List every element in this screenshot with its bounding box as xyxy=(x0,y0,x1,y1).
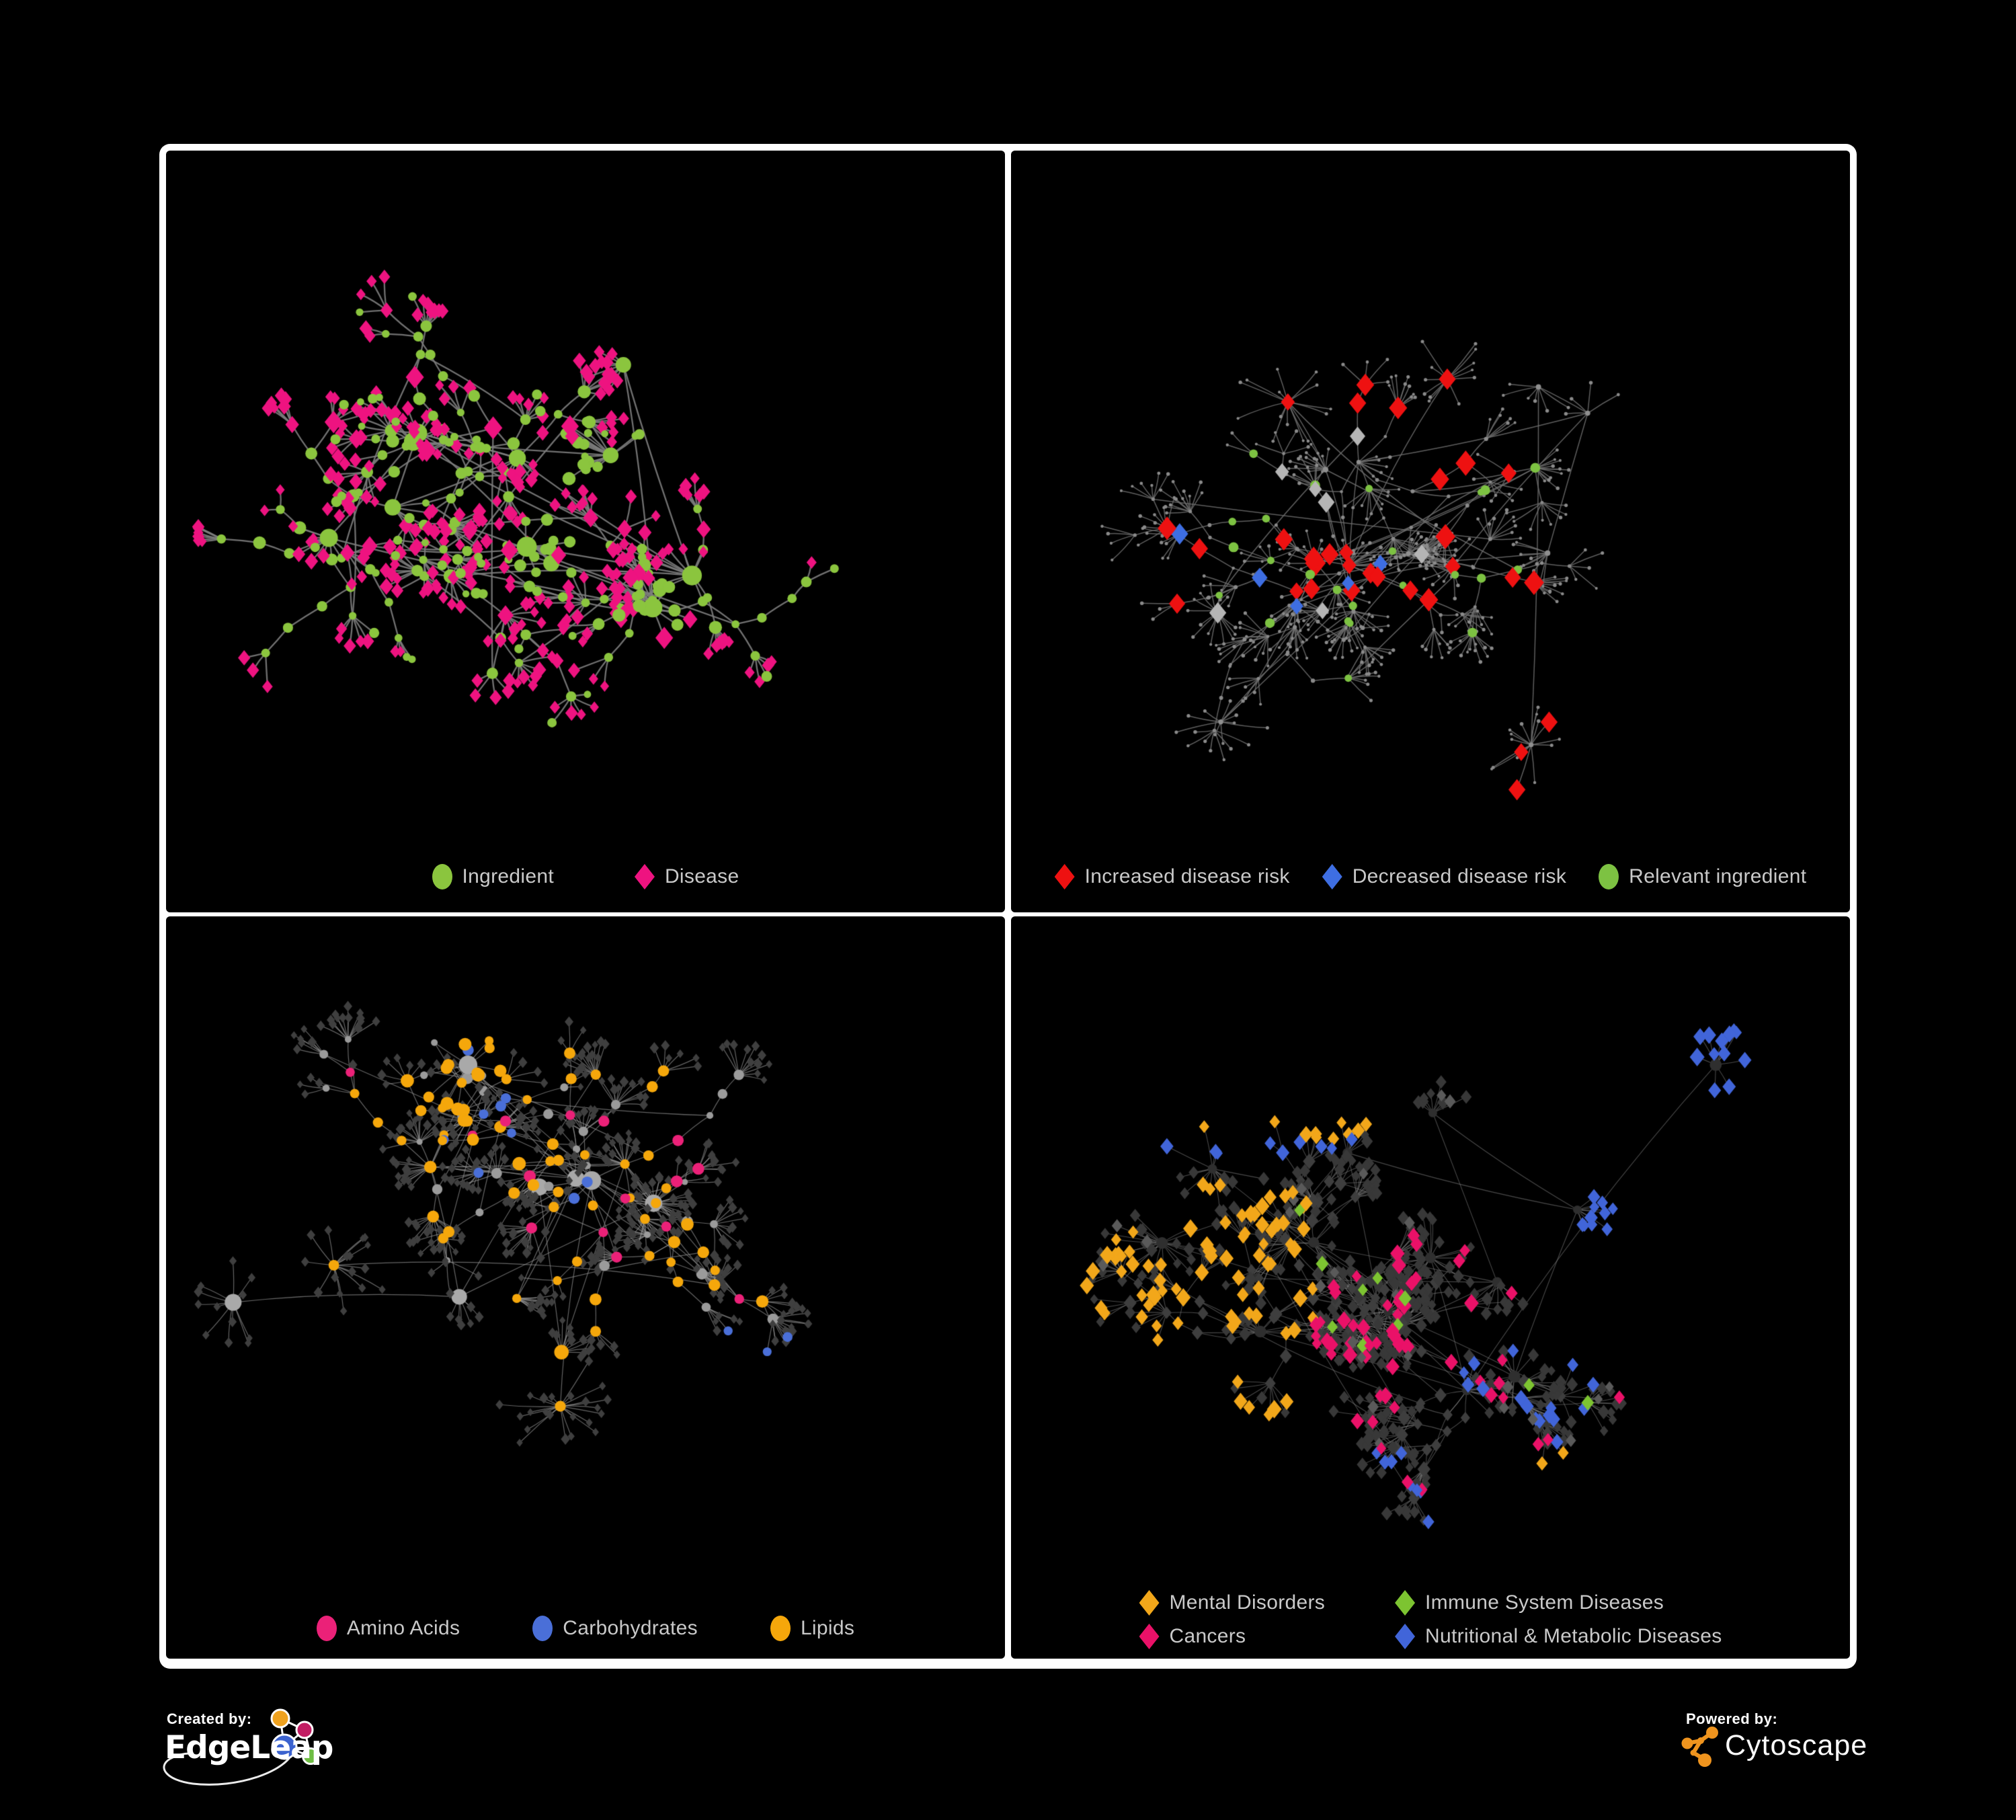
legend-label: Ingredient xyxy=(462,865,554,887)
figure-grid: Ingredient Disease Increased disease risk… xyxy=(159,144,1857,1669)
legend-item-mental-disorders: Mental Disorders xyxy=(1139,1590,1326,1616)
legend-label: Decreased disease risk xyxy=(1352,865,1567,887)
legend-label: Mental Disorders xyxy=(1169,1591,1326,1614)
legend-label: Relevant ingredient xyxy=(1629,865,1807,887)
legend-item-carbohydrates: Carbohydrates xyxy=(532,1616,698,1641)
panel-disease-class-network: Mental Disorders Immune System Diseases Ca… xyxy=(1011,916,1850,1659)
legend-label: Cancers xyxy=(1169,1625,1246,1647)
credit-edgeleap: Created by: EdgeLeap xyxy=(151,1700,366,1801)
circle-marker-icon xyxy=(316,1616,337,1641)
panel-disease-risk-network: Increased disease risk Decreased disease … xyxy=(1011,151,1850,912)
network-canvas-ingredient-disease xyxy=(166,151,1005,912)
legend-item-ingredient: Ingredient xyxy=(432,864,554,889)
cytoscape-logo-icon xyxy=(1681,1727,1718,1767)
network-canvas-disease-risk xyxy=(1011,151,1850,912)
diamond-marker-icon xyxy=(634,864,655,889)
legend-label: Carbohydrates xyxy=(563,1617,698,1639)
legend-label: Amino Acids xyxy=(346,1617,460,1639)
cytoscape-wordmark: Cytoscape xyxy=(1725,1729,1868,1762)
legend-item-amino-acids: Amino Acids xyxy=(316,1616,460,1641)
legend-label: Lipids xyxy=(800,1617,855,1639)
legend-macronutrient: Amino Acids Carbohydrates Lipids xyxy=(166,1616,1005,1641)
diamond-marker-icon xyxy=(1395,1624,1416,1649)
credit-cytoscape: Powered by: Cytoscape xyxy=(1679,1706,1988,1794)
diamond-marker-icon xyxy=(1139,1590,1160,1616)
legend-item-disease: Disease xyxy=(634,864,739,889)
legend-item-immune-system-diseases: Immune System Diseases xyxy=(1395,1590,1722,1616)
edgeleap-logo-icon xyxy=(163,1708,319,1786)
panel-ingredient-disease-network: Ingredient Disease xyxy=(166,151,1005,912)
legend-disease-risk: Increased disease risk Decreased disease … xyxy=(1011,864,1850,889)
diamond-marker-icon xyxy=(1054,864,1075,889)
legend-label: Immune System Diseases xyxy=(1425,1591,1664,1614)
panel-macronutrient-network: Amino Acids Carbohydrates Lipids xyxy=(166,916,1005,1659)
circle-marker-icon xyxy=(1599,864,1619,889)
circle-marker-icon xyxy=(770,1616,791,1641)
legend-label: Nutritional & Metabolic Diseases xyxy=(1425,1625,1722,1647)
network-canvas-disease-class xyxy=(1011,916,1850,1659)
legend-disease-class: Mental Disorders Immune System Diseases Ca… xyxy=(1011,1590,1850,1649)
legend-item-nutritional-metabolic-diseases: Nutritional & Metabolic Diseases xyxy=(1395,1624,1722,1649)
network-canvas-macronutrient xyxy=(166,916,1005,1659)
legend-ingredient-disease: Ingredient Disease xyxy=(166,864,1005,889)
diamond-marker-icon xyxy=(1139,1624,1160,1649)
legend-item-cancers: Cancers xyxy=(1139,1624,1326,1649)
legend-item-relevant-ingredient: Relevant ingredient xyxy=(1599,864,1806,889)
legend-label: Increased disease risk xyxy=(1084,865,1290,887)
circle-marker-icon xyxy=(432,864,452,889)
legend-item-lipids: Lipids xyxy=(770,1616,854,1641)
diamond-marker-icon xyxy=(1322,864,1342,889)
edgeleap-wordmark: EdgeLeap xyxy=(165,1729,333,1766)
legend-item-increased-disease-risk: Increased disease risk xyxy=(1054,864,1290,889)
legend-label: Disease xyxy=(664,865,739,887)
diamond-marker-icon xyxy=(1395,1590,1416,1616)
legend-item-decreased-disease-risk: Decreased disease risk xyxy=(1322,864,1566,889)
circle-marker-icon xyxy=(532,1616,553,1641)
created-by-label: Created by: xyxy=(167,1710,252,1727)
powered-by-label: Powered by: xyxy=(1686,1710,1778,1727)
